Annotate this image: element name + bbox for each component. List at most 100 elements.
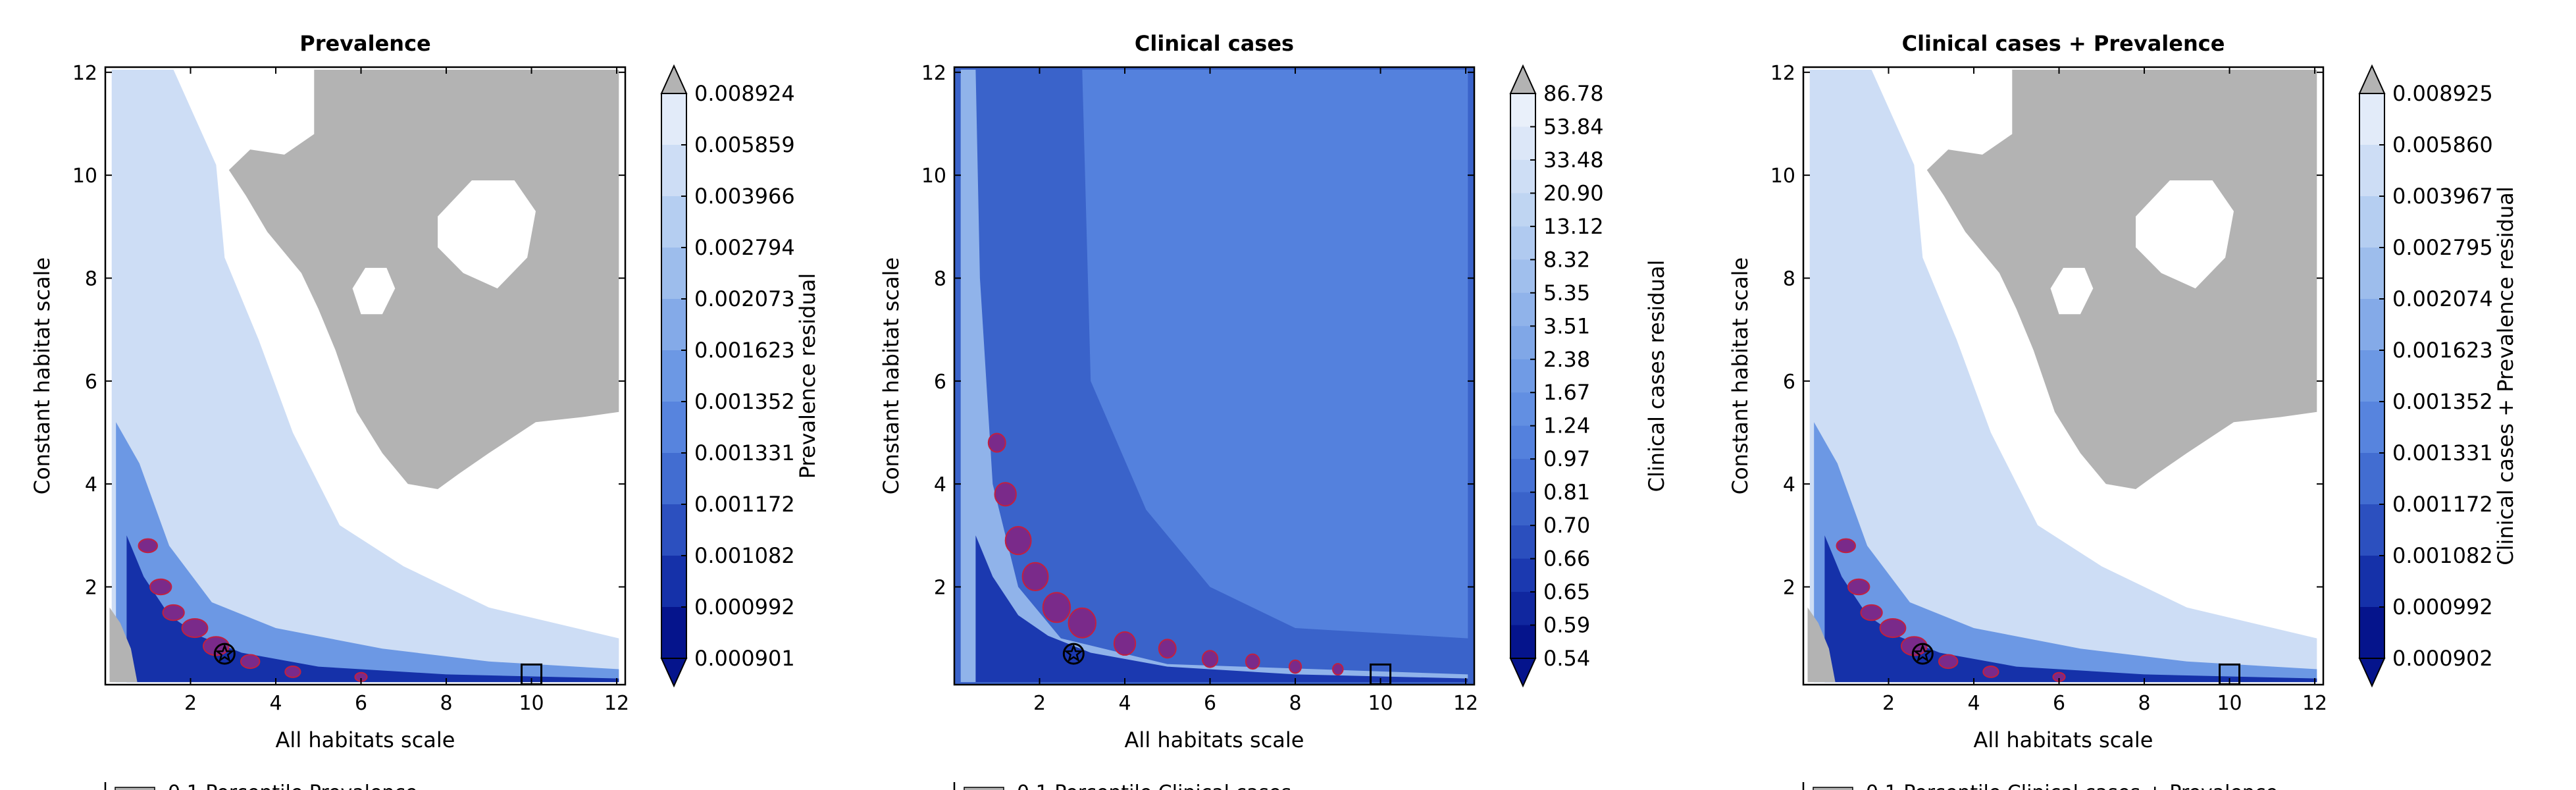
x-axis-label: All habitats scale: [276, 727, 455, 752]
y-tick-label: 8: [934, 267, 946, 290]
y-axis-label: Constant habitat scale: [1728, 257, 1753, 494]
colorbar-tick-label: 2.38: [1543, 347, 1590, 372]
colorbar-frame: [661, 93, 687, 659]
contour-hole: [438, 180, 536, 289]
chart-panel-1: 2 4 6 8 10 12 2 4 6 8 10 12 Prevalence All habitats s…: [30, 31, 820, 790]
colorbar-tick-label: 3.51: [1543, 313, 1590, 338]
colorbar-segment: [1510, 558, 1535, 592]
colorbar-segment: [1510, 259, 1535, 294]
y-tick-label: 6: [85, 371, 97, 394]
contour-low-band: [111, 69, 619, 683]
y-tick-label: 8: [1783, 267, 1795, 290]
colorbar-segment: [1510, 492, 1535, 526]
minimum-region: [994, 482, 1017, 507]
out-of-range-region: [1926, 69, 2317, 489]
colorbar-over-arrow: [2358, 64, 2386, 94]
colorbar-tick-label: 0.001331: [2392, 440, 2493, 465]
colorbar-tick-label: 33.48: [1543, 147, 1604, 172]
minimum-region: [1860, 604, 1883, 621]
x-tick-label: 4: [269, 692, 282, 715]
y-tick-label: 2: [934, 576, 946, 599]
colorbar-segment: [661, 402, 686, 454]
minimum-region: [162, 604, 185, 621]
minimum-region: [181, 618, 209, 639]
chart-title: Prevalence: [299, 31, 431, 56]
legend-swatch: [115, 787, 155, 790]
minimum-region: [1068, 607, 1096, 639]
contour-hole: [2136, 180, 2234, 289]
minimum-region: [240, 654, 261, 670]
colorbar-under-arrow: [2358, 658, 2386, 688]
contour-mid-band: [1814, 422, 2317, 683]
chart-panel-3: 2 4 6 8 10 12 2 4 6 8 10 12 Clinical cases + Prevale…: [1728, 31, 2518, 790]
x-tick-label: 12: [1453, 692, 1478, 715]
colorbar-segment: [661, 504, 686, 556]
colorbar-segment: [2359, 504, 2384, 556]
square-marker: [521, 663, 543, 685]
legend-swatch: [1813, 787, 1853, 790]
x-axis-label: All habitats scale: [1974, 727, 2153, 752]
legend-truncated: 0.1 Percentile Clinical cases + Prevalen…: [1802, 781, 2278, 790]
colorbar-tick-label: 0.001082: [694, 543, 795, 568]
y-tick-label: 4: [1783, 473, 1795, 496]
colorbar-tick-label: 0.008924: [694, 81, 795, 106]
legend-label: 0.1 Percentile Clinical cases: [1017, 781, 1291, 790]
x-tick-label: 6: [1204, 692, 1216, 715]
minimum-region: [138, 538, 159, 554]
colorbar-tick-label: 0.002074: [2392, 286, 2493, 311]
colorbar-segment: [2359, 196, 2384, 248]
colorbar-tick-label: 8.32: [1543, 247, 1590, 272]
colorbar-label: Clinical cases residual: [1644, 260, 1669, 492]
colorbar-tick-label: 0.001623: [2392, 338, 2493, 363]
minimum-region: [1004, 526, 1032, 556]
legend-truncated: 0.1 Percentile Prevalence: [104, 781, 417, 790]
colorbar-segment: [1510, 459, 1535, 493]
minimum-region: [1879, 618, 1907, 639]
chart-title: Clinical cases: [1135, 31, 1294, 56]
y-tick-label: 6: [934, 371, 946, 394]
colorbar-tick-label: 0.001172: [2392, 492, 2493, 517]
legend-swatch: [964, 787, 1004, 790]
colorbar-segment: [2359, 453, 2384, 505]
y-axis-label: Constant habitat scale: [30, 257, 55, 494]
colorbar-segment: [2359, 248, 2384, 300]
colorbar-segment: [1510, 93, 1535, 127]
colorbar-tick-label: 1.67: [1543, 380, 1590, 405]
colorbar-tick-label: 0.005860: [2392, 132, 2493, 157]
colorbar-segment: [1510, 193, 1535, 227]
colorbar-segment: [1510, 326, 1535, 360]
colorbar-tick-label: 0.002794: [694, 235, 795, 260]
colorbar-segment: [1510, 625, 1535, 659]
y-tick-label: 6: [1783, 371, 1795, 394]
colorbar-segment: [1510, 359, 1535, 393]
contour-low-band: [1809, 69, 2317, 683]
out-of-range-region: [228, 69, 619, 489]
minimum-region: [1201, 650, 1219, 668]
colorbar-tick-label: 0.000902: [2392, 646, 2493, 671]
x-tick-label: 2: [1882, 692, 1895, 715]
colorbar-tick-label: 0.65: [1543, 579, 1590, 604]
x-tick-label: 4: [1967, 692, 1980, 715]
colorbar-segment: [661, 299, 686, 351]
colorbar-tick-label: 0.70: [1543, 513, 1590, 538]
minimum-region: [1158, 639, 1177, 659]
chart-panel-2: 2 4 6 8 10 12 2 4 6 8 10 12 Clinical cases All habita…: [879, 31, 1669, 790]
x-tick-label: 8: [440, 692, 452, 715]
x-tick-label: 12: [2302, 692, 2327, 715]
colorbar-tick-label: 0.000901: [694, 646, 795, 671]
star-marker: [1064, 643, 1084, 662]
axes-frame: [104, 66, 627, 686]
minimum-region: [284, 666, 301, 678]
minimum-region: [987, 433, 1006, 453]
x-axis-label: All habitats scale: [1125, 727, 1304, 752]
y-tick-label: 10: [1770, 165, 1795, 188]
colorbar-tick-label: 0.001172: [694, 492, 795, 517]
x-tick-label: 8: [1289, 692, 1301, 715]
colorbar-segment: [1510, 292, 1535, 327]
colorbar-tick-label: 0.59: [1543, 613, 1590, 638]
colorbar-tick-label: 0.001352: [2392, 389, 2493, 414]
colorbar-segment: [1510, 425, 1535, 460]
colorbar-segment: [661, 93, 686, 145]
x-tick-label: 10: [1368, 692, 1393, 715]
